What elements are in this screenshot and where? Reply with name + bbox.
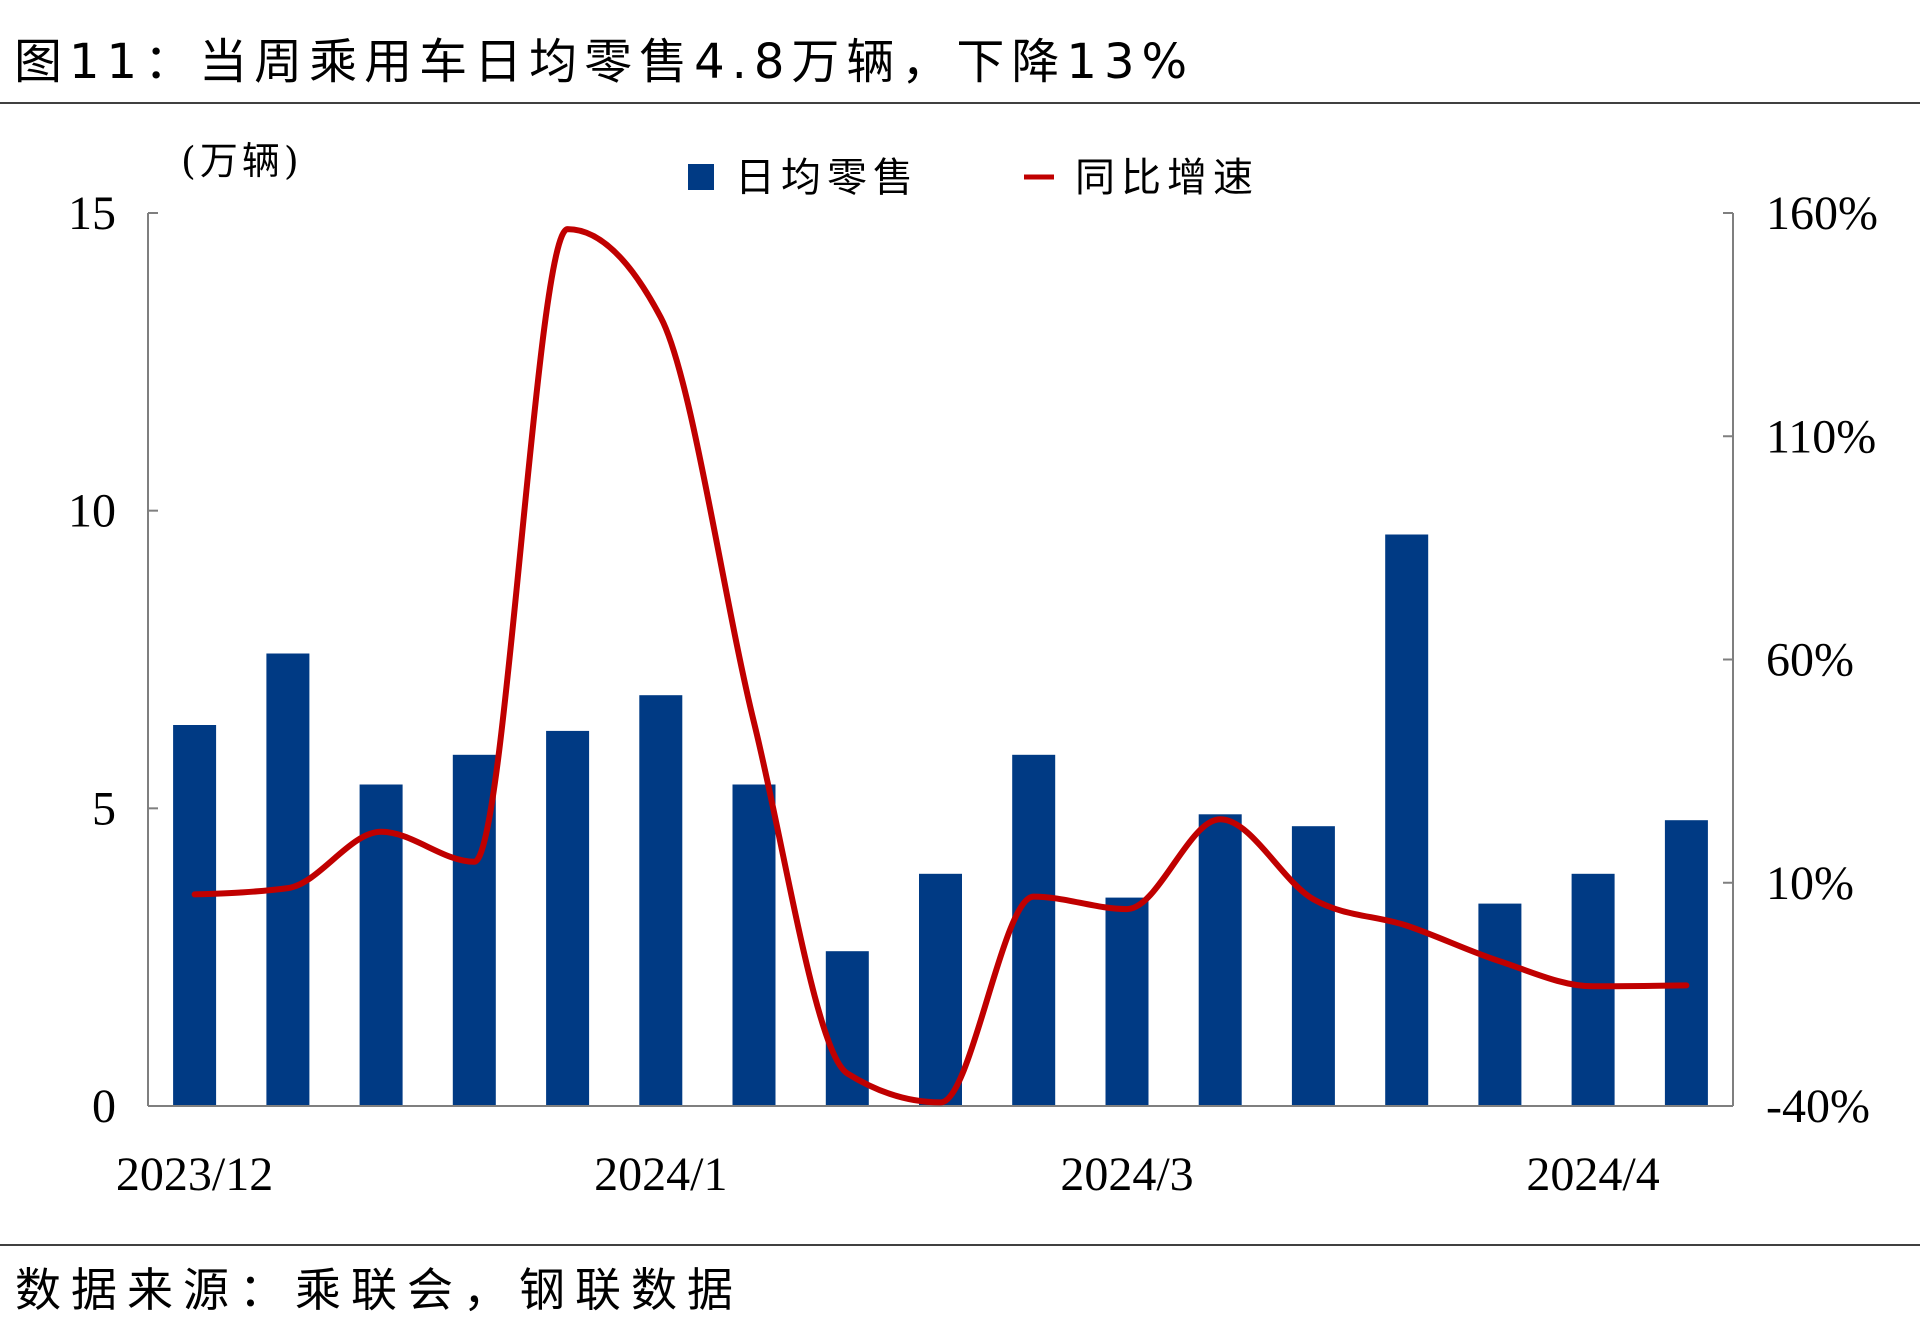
bar-1 bbox=[173, 725, 217, 1106]
bar-17 bbox=[1664, 820, 1708, 1106]
bar-7 bbox=[732, 784, 776, 1106]
legend-label-yoy-growth: 同比增速 bbox=[1075, 155, 1259, 201]
bar-9 bbox=[919, 873, 962, 1106]
x-tick-label: 2024/4 bbox=[1526, 1148, 1659, 1201]
right-y-tick-label: -40% bbox=[1766, 1080, 1870, 1133]
bar-6 bbox=[639, 695, 683, 1106]
x-tick-label: 2023/12 bbox=[116, 1148, 273, 1201]
chart-title: 图11：当周乘用车日均零售4.8万辆，下降13% bbox=[14, 34, 1194, 90]
legend-bar-swatch bbox=[688, 164, 714, 190]
x-tick-label: 2024/3 bbox=[1060, 1148, 1193, 1201]
left-y-tick-label: 10 bbox=[68, 485, 116, 538]
left-y-tick-label: 0 bbox=[92, 1080, 116, 1133]
bar-16 bbox=[1571, 873, 1615, 1106]
left-y-tick-label: 15 bbox=[68, 187, 116, 240]
yoy-growth-line bbox=[191, 226, 1690, 1106]
right-y-tick-label: 60% bbox=[1766, 634, 1854, 687]
bar-11 bbox=[1105, 897, 1149, 1106]
bar-12 bbox=[1198, 814, 1242, 1106]
bar-14 bbox=[1385, 534, 1429, 1106]
legend: 日均零售 同比增速 bbox=[688, 155, 1259, 201]
bar-15 bbox=[1478, 903, 1522, 1106]
bar-13 bbox=[1291, 826, 1335, 1106]
bar-10 bbox=[1012, 754, 1056, 1106]
right-y-tick-label: 10% bbox=[1766, 857, 1854, 910]
left-y-tick-label: 5 bbox=[92, 782, 116, 835]
tick-labels: 0 5 10 15 -40% 10% 60% 110% 160% 2023/12 2024/1 202… bbox=[68, 187, 1878, 1201]
bar-5 bbox=[546, 730, 590, 1106]
right-y-tick-label: 160% bbox=[1766, 187, 1878, 240]
source-note: 数据来源：乘联会，钢联数据 bbox=[15, 1263, 743, 1317]
legend-label-daily-retail: 日均零售 bbox=[735, 155, 919, 201]
y-axis-unit-label: (万辆) bbox=[181, 139, 303, 183]
x-tick-label: 2024/1 bbox=[594, 1148, 727, 1201]
right-y-tick-label: 110% bbox=[1766, 410, 1876, 463]
